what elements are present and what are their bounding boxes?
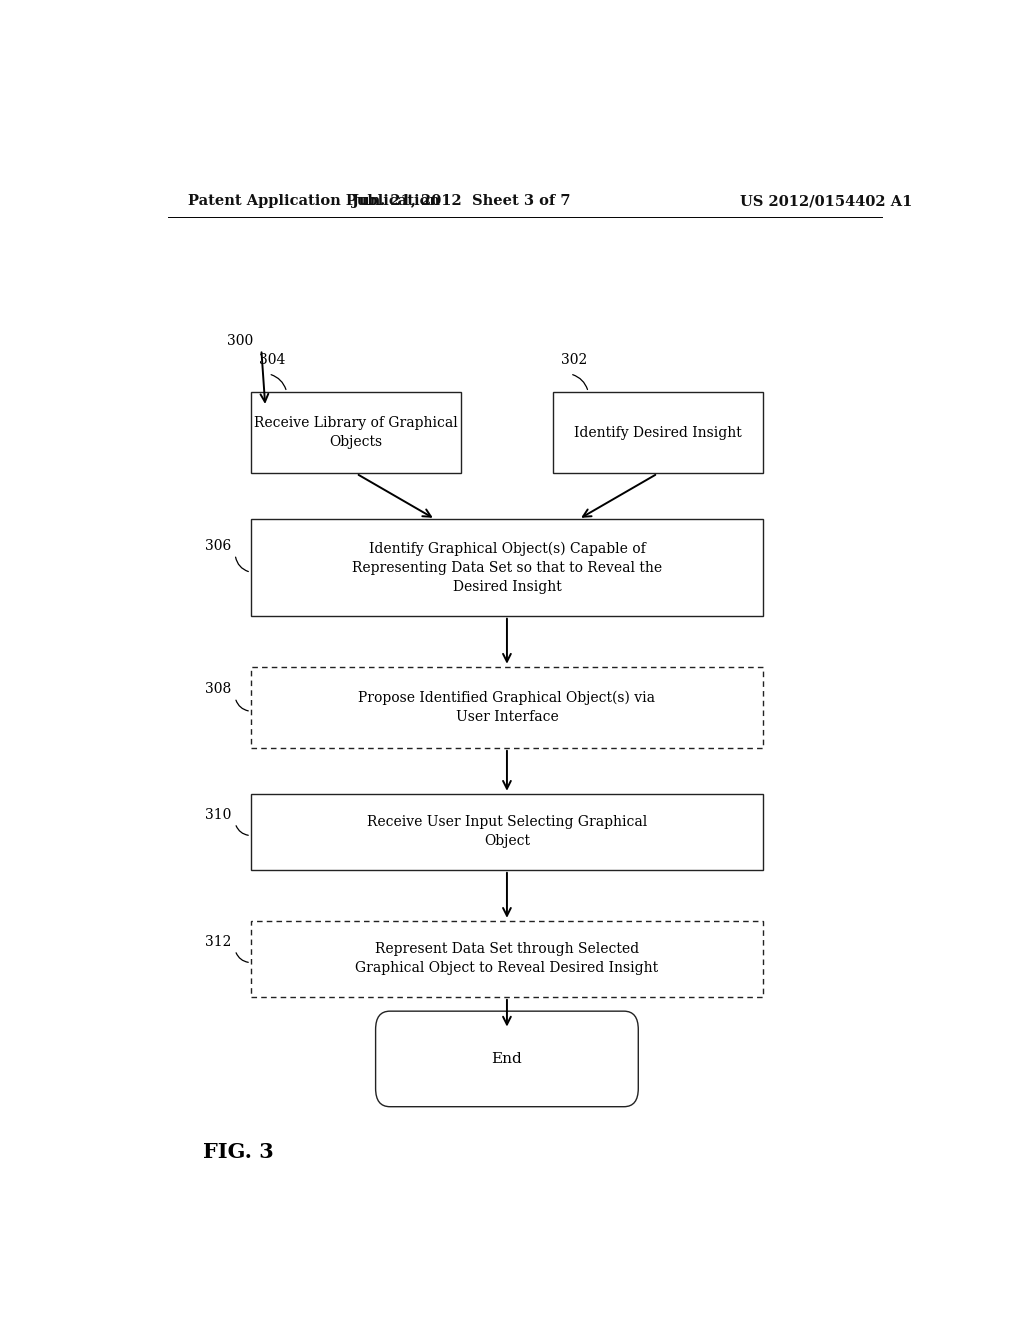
Text: Jun. 21, 2012  Sheet 3 of 7: Jun. 21, 2012 Sheet 3 of 7 xyxy=(352,194,570,209)
FancyBboxPatch shape xyxy=(251,667,763,748)
FancyBboxPatch shape xyxy=(553,392,763,474)
FancyBboxPatch shape xyxy=(251,519,763,615)
Text: Identify Desired Insight: Identify Desired Insight xyxy=(573,426,741,440)
Text: US 2012/0154402 A1: US 2012/0154402 A1 xyxy=(740,194,912,209)
Text: Identify Graphical Object(s) Capable of
Representing Data Set so that to Reveal : Identify Graphical Object(s) Capable of … xyxy=(352,541,662,594)
Text: Receive User Input Selecting Graphical
Object: Receive User Input Selecting Graphical O… xyxy=(367,816,647,849)
Text: End: End xyxy=(492,1052,522,1067)
Text: Patent Application Publication: Patent Application Publication xyxy=(187,194,439,209)
Text: 308: 308 xyxy=(205,682,231,697)
Text: Represent Data Set through Selected
Graphical Object to Reveal Desired Insight: Represent Data Set through Selected Grap… xyxy=(355,942,658,975)
Text: 302: 302 xyxy=(560,352,587,367)
Text: Propose Identified Graphical Object(s) via
User Interface: Propose Identified Graphical Object(s) v… xyxy=(358,690,655,723)
Text: 306: 306 xyxy=(205,540,231,553)
Text: 312: 312 xyxy=(205,935,231,949)
Text: 310: 310 xyxy=(205,808,231,822)
Text: FIG. 3: FIG. 3 xyxy=(204,1142,274,1163)
Text: 304: 304 xyxy=(259,352,286,367)
FancyBboxPatch shape xyxy=(376,1011,638,1106)
Text: 300: 300 xyxy=(227,334,254,348)
FancyBboxPatch shape xyxy=(251,392,462,474)
FancyBboxPatch shape xyxy=(251,793,763,870)
FancyBboxPatch shape xyxy=(251,921,763,997)
Text: Receive Library of Graphical
Objects: Receive Library of Graphical Objects xyxy=(254,416,458,449)
